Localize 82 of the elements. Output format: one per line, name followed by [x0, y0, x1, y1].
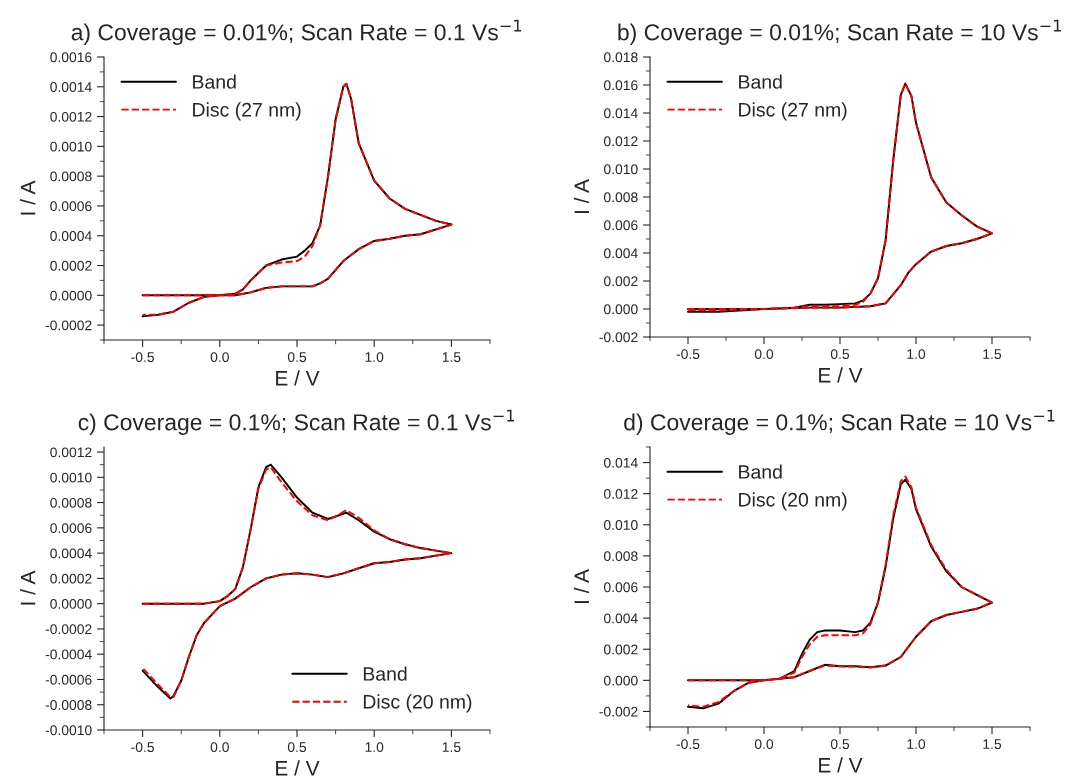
legend-label: Disc (27 nm) — [193, 102, 301, 121]
chart-title: a) Coverage = 0.01%; Scan Rate = 0.1 Vs$^{−1}$ — [71, 19, 522, 45]
y-tick-label: 0.0002 — [50, 260, 92, 271]
x-tick-label: 1.5 — [983, 739, 1002, 750]
y-tick-label: 0.008 — [603, 192, 638, 203]
y-tick-label: -0.0004 — [45, 649, 92, 660]
y-tick-label: 0.002 — [603, 276, 638, 287]
y-tick-label: 0.004 — [603, 248, 638, 259]
x-axis-title: E / V — [819, 757, 863, 773]
y-tick-label: 0.0000 — [50, 598, 92, 609]
y-tick-label: 0.0016 — [50, 52, 92, 63]
y-tick-label: 0.0012 — [50, 447, 92, 458]
x-axis-title: E / V — [276, 370, 320, 386]
legend-label: Band — [193, 74, 236, 89]
y-axis-title: I / A — [573, 569, 590, 604]
x-tick-label: 0.5 — [830, 739, 850, 750]
y-tick-label: 0.0008 — [50, 171, 92, 182]
y-tick-label: 0.006 — [603, 582, 638, 593]
y-tick-label: 0.0008 — [50, 497, 92, 508]
y-tick-label: -0.0002 — [45, 624, 92, 635]
y-axis-title: I / A — [20, 180, 36, 215]
legend-label: Disc (20 nm) — [363, 694, 472, 713]
y-tick-label: 0.000 — [603, 675, 638, 686]
y-tick-label: -0.002 — [599, 706, 638, 717]
y-tick-label: 0.008 — [603, 551, 638, 562]
y-tick-label: -0.0006 — [45, 674, 92, 685]
x-axis-title: E / V — [276, 760, 320, 776]
x-tick-label: 0.0 — [210, 742, 229, 753]
y-tick-label: 0.004 — [603, 613, 638, 624]
y-tick-label: 0.000 — [603, 304, 638, 315]
legend-label: Band — [363, 666, 407, 681]
legend-label: Disc (20 nm) — [739, 492, 847, 511]
y-tick-label: -0.0010 — [45, 725, 92, 736]
y-tick-label: 0.018 — [603, 52, 638, 63]
x-tick-label: -0.5 — [131, 742, 154, 753]
y-tick-label: 0.0010 — [50, 141, 92, 152]
x-tick-label: 0.0 — [754, 349, 774, 360]
x-axis-title: E / V — [819, 367, 863, 383]
y-tick-label: 0.0002 — [50, 573, 92, 584]
y-tick-label: -0.0002 — [45, 320, 92, 331]
x-tick-label: 0.5 — [287, 742, 307, 753]
y-tick-label: 0.012 — [603, 489, 638, 499]
x-tick-label: 1.0 — [365, 352, 384, 363]
legend-label: Disc (27 nm) — [739, 102, 847, 121]
y-tick-label: 0.010 — [603, 164, 638, 175]
y-tick-label: 0.0004 — [50, 231, 92, 241]
y-tick-label: 0.012 — [603, 136, 638, 147]
legend-label: Band — [739, 74, 782, 89]
x-tick-label: 0.0 — [210, 352, 229, 363]
x-tick-label: 1.5 — [983, 349, 1002, 360]
y-tick-label: -0.0008 — [45, 700, 92, 710]
x-tick-label: 1.0 — [365, 742, 384, 753]
y-tick-label: 0.014 — [603, 457, 638, 468]
x-tick-label: 0.5 — [830, 349, 850, 360]
y-axis-title: I / A — [573, 179, 590, 214]
y-tick-label: 0.010 — [603, 520, 638, 530]
x-tick-label: 1.5 — [442, 352, 461, 363]
chart-title: c) Coverage = 0.1%; Scan Rate = 0.1 Vs$^{−1}$ — [78, 409, 515, 435]
y-tick-label: 0.0010 — [50, 472, 92, 483]
y-tick-label: 0.0000 — [50, 290, 92, 301]
x-tick-label: 1.0 — [907, 349, 926, 360]
y-tick-label: 0.0006 — [50, 523, 92, 534]
x-tick-label: -0.5 — [131, 352, 154, 363]
x-tick-label: 0.0 — [754, 739, 774, 750]
y-tick-label: 0.0004 — [50, 548, 92, 559]
x-tick-label: -0.5 — [676, 739, 700, 750]
x-tick-label: 1.5 — [442, 742, 461, 753]
y-tick-label: 0.014 — [603, 108, 638, 119]
legend-label: Band — [739, 464, 782, 479]
x-tick-label: 1.0 — [907, 739, 926, 750]
y-tick-label: 0.002 — [603, 644, 638, 655]
y-axis-title: I / A — [20, 570, 36, 605]
y-tick-label: 0.0014 — [50, 82, 92, 92]
y-tick-label: 0.006 — [603, 220, 638, 231]
chart-title: b) Coverage = 0.01%; Scan Rate = 10 Vs$^{−1}$ — [618, 19, 1061, 45]
x-tick-label: 0.5 — [287, 352, 307, 363]
y-tick-label: 0.0012 — [50, 111, 92, 122]
x-tick-label: -0.5 — [676, 349, 700, 360]
chart-title: d) Coverage = 0.1%; Scan Rate = 10 Vs$^{−1}$ — [624, 409, 1055, 435]
y-tick-label: 0.016 — [603, 80, 638, 91]
y-tick-label: -0.002 — [599, 332, 638, 343]
y-tick-label: 0.0006 — [50, 201, 92, 212]
